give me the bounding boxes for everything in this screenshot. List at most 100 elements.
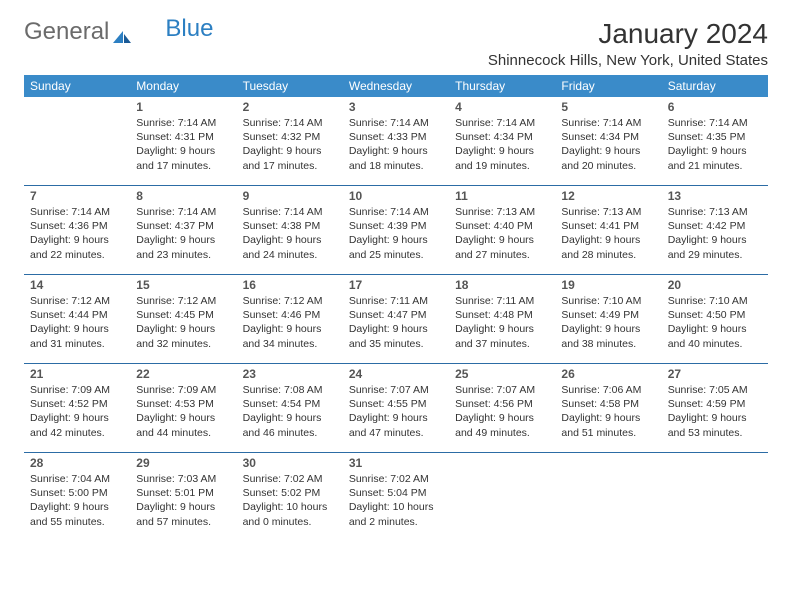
daylight-text: Daylight: 9 hours and 49 minutes. — [455, 411, 549, 439]
day-number: 1 — [136, 100, 230, 114]
day-number: 10 — [349, 189, 443, 203]
sunrise-text: Sunrise: 7:14 AM — [136, 205, 230, 219]
sunrise-text: Sunrise: 7:05 AM — [668, 383, 762, 397]
sunset-text: Sunset: 4:45 PM — [136, 308, 230, 322]
sunrise-text: Sunrise: 7:14 AM — [136, 116, 230, 130]
daylight-text: Daylight: 9 hours and 44 minutes. — [136, 411, 230, 439]
calendar-cell: 17Sunrise: 7:11 AMSunset: 4:47 PMDayligh… — [343, 275, 449, 363]
calendar-cell: 18 Sunrise: 7:11 AMSunset: 4:48 PMDayligh… — [449, 275, 555, 363]
day-number: 13 — [668, 189, 762, 203]
sunset-text: Sunset: 4:56 PM — [455, 397, 549, 411]
calendar-cell: 30Sunrise: 7:02 AMSunset: 5:02 PMDayligh… — [237, 453, 343, 541]
sunrise-text: Sunrise: 7:12 AM — [136, 294, 230, 308]
daylight-text: Daylight: 9 hours and 40 minutes. — [668, 322, 762, 350]
sunrise-text: Sunrise: 7:04 AM — [30, 472, 124, 486]
weekday-header: Sunday — [24, 75, 130, 97]
daylight-text: Daylight: 9 hours and 47 minutes. — [349, 411, 443, 439]
day-number: 17 — [349, 278, 443, 292]
day-number: 14 — [30, 278, 124, 292]
sunset-text: Sunset: 5:04 PM — [349, 486, 443, 500]
daylight-text: Daylight: 9 hours and 18 minutes. — [349, 144, 443, 172]
daylight-text: Daylight: 9 hours and 35 minutes. — [349, 322, 443, 350]
weekday-header: Monday — [130, 75, 236, 97]
sunrise-text: Sunrise: 7:07 AM — [349, 383, 443, 397]
calendar-cell: 28Sunrise: 7:04 AMSunset: 5:00 PMDayligh… — [24, 453, 130, 541]
sunrise-text: Sunrise: 7:06 AM — [561, 383, 655, 397]
day-number: 12 — [561, 189, 655, 203]
calendar-cell: 25Sunrise: 7:07 AMSunset: 4:56 PMDayligh… — [449, 364, 555, 452]
sunset-text: Sunset: 5:00 PM — [30, 486, 124, 500]
day-number: 3 — [349, 100, 443, 114]
sunset-text: Sunset: 4:49 PM — [561, 308, 655, 322]
day-number: 9 — [243, 189, 337, 203]
sunset-text: Sunset: 4:41 PM — [561, 219, 655, 233]
sunrise-text: Sunrise: 7:10 AM — [668, 294, 762, 308]
daylight-text: Daylight: 9 hours and 19 minutes. — [455, 144, 549, 172]
day-number: 20 — [668, 278, 762, 292]
daylight-text: Daylight: 9 hours and 25 minutes. — [349, 233, 443, 261]
daylight-text: Daylight: 9 hours and 28 minutes. — [561, 233, 655, 261]
sunset-text: Sunset: 4:34 PM — [561, 130, 655, 144]
day-number: 23 — [243, 367, 337, 381]
daylight-text: Daylight: 9 hours and 29 minutes. — [668, 233, 762, 261]
sunrise-text: Sunrise: 7:11 AM — [455, 294, 549, 308]
day-number: 18 — [455, 278, 549, 292]
sunset-text: Sunset: 4:55 PM — [349, 397, 443, 411]
day-number: 19 — [561, 278, 655, 292]
sunset-text: Sunset: 5:02 PM — [243, 486, 337, 500]
weekday-header: Wednesday — [343, 75, 449, 97]
calendar-cell: 19Sunrise: 7:10 AMSunset: 4:49 PMDayligh… — [555, 275, 661, 363]
daylight-text: Daylight: 10 hours and 0 minutes. — [243, 500, 337, 528]
sunrise-text: Sunrise: 7:14 AM — [243, 116, 337, 130]
calendar-week-row: 7Sunrise: 7:14 AMSunset: 4:36 PMDaylight… — [24, 186, 768, 275]
logo-text-gray: General — [24, 18, 109, 46]
day-number: 5 — [561, 100, 655, 114]
sunrise-text: Sunrise: 7:09 AM — [30, 383, 124, 397]
sunset-text: Sunset: 5:01 PM — [136, 486, 230, 500]
calendar-cell: 27Sunrise: 7:05 AMSunset: 4:59 PMDayligh… — [662, 364, 768, 452]
calendar-cell — [24, 97, 130, 185]
sunset-text: Sunset: 4:50 PM — [668, 308, 762, 322]
calendar-cell: 14 Sunrise: 7:12 AMSunset: 4:44 PMDayligh… — [24, 275, 130, 363]
sunset-text: Sunset: 4:34 PM — [455, 130, 549, 144]
daylight-text: Daylight: 9 hours and 46 minutes. — [243, 411, 337, 439]
daylight-text: Daylight: 9 hours and 57 minutes. — [136, 500, 230, 528]
calendar-grid: 1Sunrise: 7:14 AMSunset: 4:31 PMDaylight… — [24, 97, 768, 541]
calendar-cell: 7Sunrise: 7:14 AMSunset: 4:36 PMDaylight… — [24, 186, 130, 274]
day-number: 21 — [30, 367, 124, 381]
sunrise-text: Sunrise: 7:14 AM — [668, 116, 762, 130]
calendar-cell: 12Sunrise: 7:13 AMSunset: 4:41 PMDayligh… — [555, 186, 661, 274]
sunrise-text: Sunrise: 7:12 AM — [243, 294, 337, 308]
calendar-cell: 4Sunrise: 7:14 AMSunset: 4:34 PMDaylight… — [449, 97, 555, 185]
calendar-cell: 15Sunrise: 7:12 AMSunset: 4:45 PMDayligh… — [130, 275, 236, 363]
daylight-text: Daylight: 9 hours and 20 minutes. — [561, 144, 655, 172]
sunset-text: Sunset: 4:46 PM — [243, 308, 337, 322]
sunset-text: Sunset: 4:33 PM — [349, 130, 443, 144]
daylight-text: Daylight: 9 hours and 55 minutes. — [30, 500, 124, 528]
sunset-text: Sunset: 4:54 PM — [243, 397, 337, 411]
logo-text-blue: Blue — [165, 15, 213, 43]
sunset-text: Sunset: 4:48 PM — [455, 308, 549, 322]
sunrise-text: Sunrise: 7:14 AM — [349, 205, 443, 219]
sunrise-text: Sunrise: 7:10 AM — [561, 294, 655, 308]
calendar-cell: 13Sunrise: 7:13 AMSunset: 4:42 PMDayligh… — [662, 186, 768, 274]
sunrise-text: Sunrise: 7:02 AM — [243, 472, 337, 486]
sunset-text: Sunset: 4:39 PM — [349, 219, 443, 233]
sunset-text: Sunset: 4:59 PM — [668, 397, 762, 411]
sunrise-text: Sunrise: 7:14 AM — [30, 205, 124, 219]
day-number: 26 — [561, 367, 655, 381]
daylight-text: Daylight: 9 hours and 37 minutes. — [455, 322, 549, 350]
sunrise-text: Sunrise: 7:14 AM — [243, 205, 337, 219]
sunset-text: Sunset: 4:38 PM — [243, 219, 337, 233]
day-number: 2 — [243, 100, 337, 114]
day-number: 15 — [136, 278, 230, 292]
calendar-cell: 8Sunrise: 7:14 AMSunset: 4:37 PMDaylight… — [130, 186, 236, 274]
daylight-text: Daylight: 9 hours and 42 minutes. — [30, 411, 124, 439]
sunset-text: Sunset: 4:44 PM — [30, 308, 124, 322]
daylight-text: Daylight: 9 hours and 31 minutes. — [30, 322, 124, 350]
calendar-cell — [555, 453, 661, 541]
calendar-cell — [662, 453, 768, 541]
day-number: 25 — [455, 367, 549, 381]
calendar-cell: 1Sunrise: 7:14 AMSunset: 4:31 PMDaylight… — [130, 97, 236, 185]
sunrise-text: Sunrise: 7:12 AM — [30, 294, 124, 308]
